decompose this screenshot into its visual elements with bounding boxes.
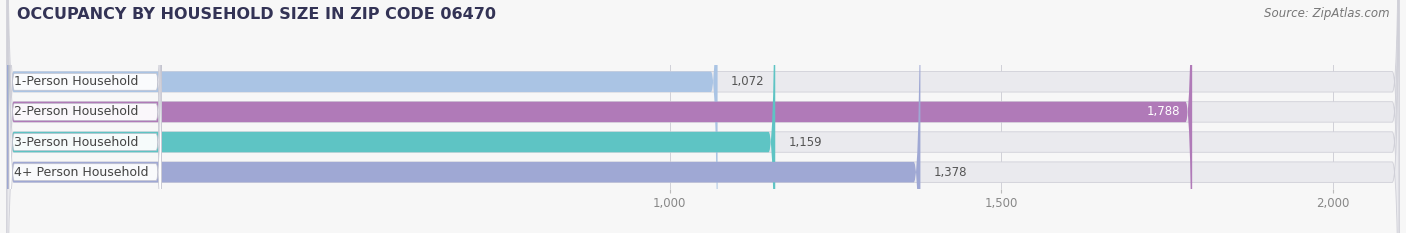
- FancyBboxPatch shape: [7, 0, 1399, 233]
- Text: OCCUPANCY BY HOUSEHOLD SIZE IN ZIP CODE 06470: OCCUPANCY BY HOUSEHOLD SIZE IN ZIP CODE …: [17, 7, 496, 22]
- Text: 1,788: 1,788: [1147, 105, 1180, 118]
- FancyBboxPatch shape: [7, 0, 1399, 233]
- FancyBboxPatch shape: [8, 0, 162, 233]
- Text: 3-Person Household: 3-Person Household: [14, 136, 138, 149]
- FancyBboxPatch shape: [7, 0, 775, 233]
- Text: 1-Person Household: 1-Person Household: [14, 75, 138, 88]
- FancyBboxPatch shape: [8, 0, 162, 233]
- Text: 1,072: 1,072: [731, 75, 765, 88]
- FancyBboxPatch shape: [7, 0, 921, 233]
- FancyBboxPatch shape: [8, 0, 162, 233]
- FancyBboxPatch shape: [7, 0, 1399, 233]
- FancyBboxPatch shape: [7, 0, 1399, 233]
- Text: 4+ Person Household: 4+ Person Household: [14, 166, 148, 179]
- FancyBboxPatch shape: [7, 0, 717, 233]
- Text: 1,159: 1,159: [789, 136, 823, 149]
- Text: Source: ZipAtlas.com: Source: ZipAtlas.com: [1264, 7, 1389, 20]
- FancyBboxPatch shape: [7, 0, 1192, 233]
- FancyBboxPatch shape: [8, 0, 162, 233]
- Text: 1,378: 1,378: [934, 166, 967, 179]
- Text: 2-Person Household: 2-Person Household: [14, 105, 138, 118]
